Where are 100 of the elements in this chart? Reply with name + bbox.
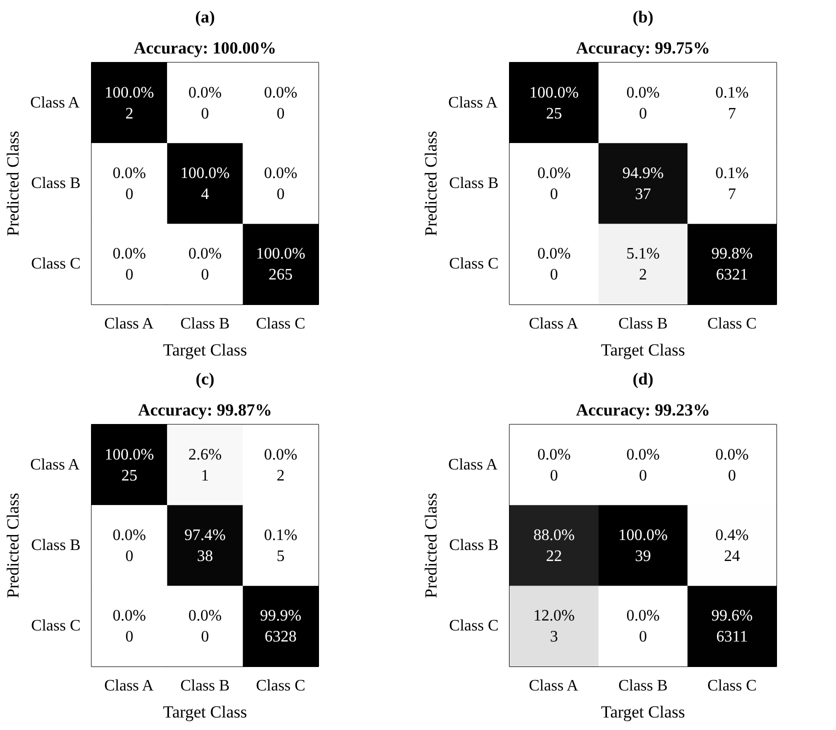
annotation: 0: [125, 186, 134, 203]
annotation: 0: [276, 186, 285, 203]
data-label: 100.0%: [104, 446, 154, 464]
data-label: 99.6%: [711, 608, 753, 625]
annotation: 0: [639, 467, 647, 484]
y-axis-title: Predicted Class: [421, 130, 440, 236]
x-tick-label: Class B: [618, 678, 668, 694]
y-tick-label: Class C: [31, 618, 80, 635]
data-label: 0.0%: [264, 446, 298, 464]
annotation: 3: [550, 628, 558, 646]
x-tick-label: Class A: [104, 316, 154, 332]
annotation: 4: [201, 186, 209, 203]
chart-title: (b): [632, 8, 654, 26]
data-label: 0.0%: [264, 165, 298, 182]
data-label: 5.1%: [626, 246, 660, 263]
y-tick-label: Class A: [30, 94, 80, 112]
x-axis-title: Target Class: [163, 340, 247, 360]
annotation: 0: [550, 266, 558, 284]
annotation: 0: [201, 266, 209, 284]
annotation: 2: [276, 467, 285, 484]
annotation: 0: [125, 628, 134, 646]
annotation: 0: [125, 266, 134, 284]
x-axis-title: Target Class: [163, 702, 247, 722]
annotation: 39: [635, 548, 651, 565]
annotation: 0: [201, 628, 209, 646]
data-label: 100.0%: [180, 165, 230, 182]
x-tick-label: Class A: [528, 316, 579, 332]
data-label: 0.1%: [264, 527, 298, 544]
y-tick-label: Class A: [448, 456, 498, 474]
y-axis-title: Predicted Class: [3, 492, 22, 598]
data-label: 94.9%: [622, 165, 664, 182]
data-label: 0.0%: [626, 608, 660, 625]
annotation: 5: [276, 548, 285, 565]
data-label: 12.0%: [533, 608, 575, 625]
annotation: 0: [550, 467, 558, 484]
x-tick-label: Class C: [256, 316, 306, 332]
annotation: 6311: [716, 628, 748, 646]
x-tick-label: Class B: [180, 316, 230, 332]
data-label: 99.8%: [711, 246, 753, 263]
data-label: 0.0%: [188, 608, 222, 625]
y-tick-label: Class C: [31, 256, 80, 273]
annotation: 2: [639, 266, 647, 284]
data-label: 0.0%: [537, 165, 571, 182]
chart-title: (c): [196, 370, 214, 388]
data-label: 97.4%: [184, 527, 226, 544]
annotation: 25: [546, 105, 562, 122]
data-label: 0.4%: [715, 527, 749, 544]
y-tick-label: Class A: [448, 94, 498, 112]
y-tick-label: Class C: [449, 618, 498, 635]
data-label: 100.0%: [618, 527, 668, 544]
annotation: 22: [546, 548, 562, 565]
chart-subtitle: Accuracy: 99.87%: [138, 400, 272, 420]
x-axis-title: Target Class: [601, 340, 685, 360]
x-tick-label: Class B: [180, 678, 230, 694]
data-label: 99.9%: [260, 608, 302, 625]
annotation: 1: [201, 467, 209, 484]
data-label: 100.0%: [256, 246, 306, 263]
chart-title: (a): [195, 8, 215, 26]
annotation: 38: [197, 548, 213, 565]
data-label: 100.0%: [529, 84, 579, 102]
data-label: 0.0%: [112, 608, 146, 625]
annotation: 0: [550, 186, 558, 203]
annotation: 0: [728, 467, 736, 484]
data-label: 0.0%: [626, 84, 660, 102]
y-tick-label: Class B: [31, 537, 80, 554]
x-tick-label: Class B: [618, 316, 668, 332]
annotation: 24: [724, 548, 740, 565]
annotation: 0: [639, 105, 647, 122]
x-tick-label: Class C: [707, 678, 757, 694]
data-label: 0.0%: [537, 446, 571, 464]
y-tick-label: Class C: [449, 256, 498, 273]
annotation: 6321: [716, 266, 748, 284]
y-tick-label: Class B: [449, 537, 498, 554]
annotation: 6328: [264, 628, 297, 646]
data-label: 0.0%: [112, 246, 146, 263]
x-tick-label: Class C: [707, 316, 757, 332]
annotation: 265: [268, 266, 293, 284]
annotation: 25: [121, 467, 138, 484]
chart-subtitle: Accuracy: 99.75%: [576, 38, 710, 58]
x-tick-label: Class A: [104, 678, 154, 694]
x-tick-label: Class C: [256, 678, 306, 694]
data-label: 0.0%: [188, 246, 222, 263]
chart-subtitle: Accuracy: 100.00%: [134, 38, 276, 58]
data-label: 0.0%: [626, 446, 660, 464]
x-tick-label: Class A: [528, 678, 579, 694]
y-axis-title: Predicted Class: [421, 492, 440, 598]
annotation: 0: [276, 105, 285, 122]
data-label: 0.1%: [715, 165, 749, 182]
annotation: 0: [125, 548, 134, 565]
y-axis-title: Predicted Class: [3, 130, 22, 236]
data-label: 0.0%: [112, 527, 146, 544]
y-tick-label: Class B: [449, 175, 498, 192]
y-tick-label: Class B: [31, 175, 80, 192]
data-label: 0.0%: [537, 246, 571, 263]
annotation: 7: [728, 105, 736, 122]
annotation: 7: [728, 186, 736, 203]
chart-subtitle: Accuracy: 99.23%: [576, 400, 710, 420]
annotation: 2: [125, 105, 134, 122]
annotation: 0: [201, 105, 209, 122]
data-label: 2.6%: [188, 446, 222, 464]
